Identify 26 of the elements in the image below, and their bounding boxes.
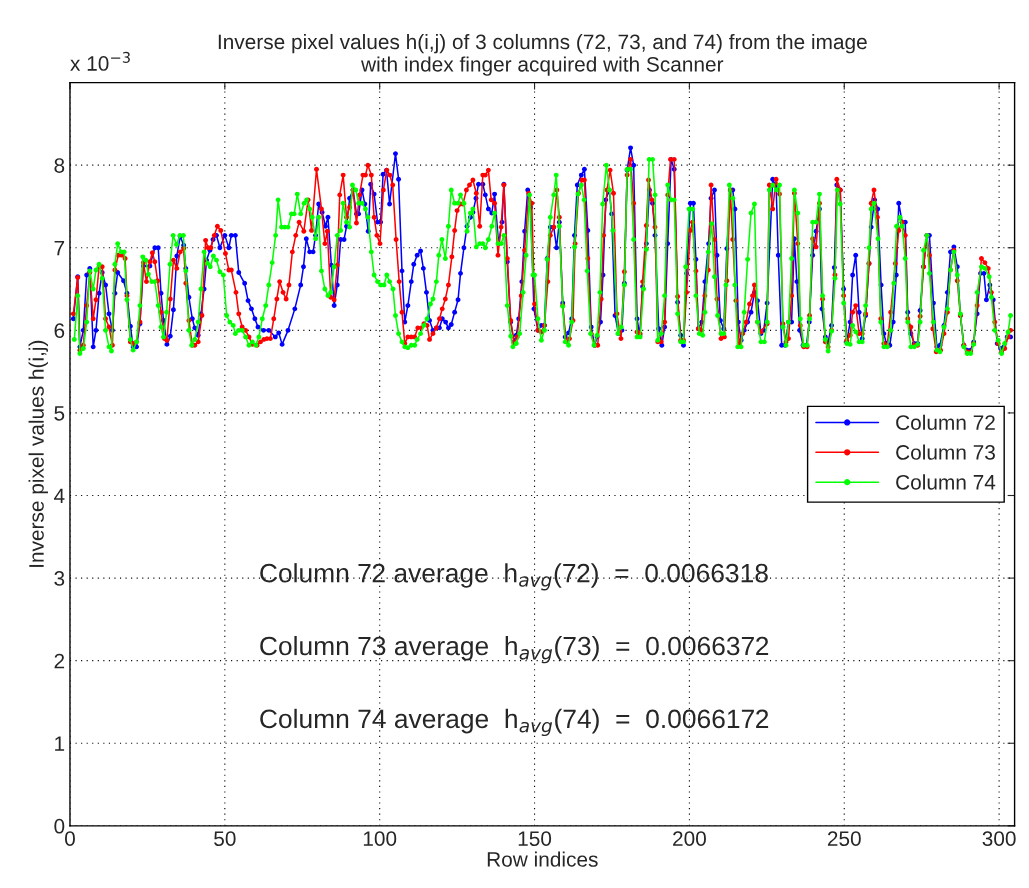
- x-axis-title: Row indices: [487, 851, 598, 867]
- legend-label: Column 73: [896, 444, 995, 460]
- x-tick-label: 250: [827, 831, 861, 846]
- y-tick-label: 7: [54, 240, 65, 256]
- annotation: Column 72 average h$_{avg}$(72) = 0.0066318: [260, 563, 768, 591]
- annotation: Column 73 average h$_{avg}$(73) = 0.0066372: [260, 635, 769, 664]
- y-axis-title: Inverse pixel values h(i,j): [28, 340, 48, 567]
- y-tick-label: 4: [54, 488, 65, 504]
- y-tick-label: 6: [54, 323, 65, 339]
- y-tick-label: 0: [54, 818, 65, 834]
- text: x 10$^{−3}$: [70, 51, 130, 71]
- legend-label: Column 72: [896, 414, 995, 430]
- x-tick-label: 0: [64, 831, 75, 846]
- y-tick-label: 3: [54, 571, 65, 586]
- x-tick-label: 200: [673, 831, 706, 846]
- x-tick-label: 50: [214, 831, 236, 846]
- x-tick-label: 300: [982, 831, 1016, 846]
- chart-title: Inverse pixel values h(i,j) of 3 columns (72, 73, and 74) from the image with index finger acquired with Scanner: [218, 33, 867, 76]
- annotation: Column 74 average h$_{avg}$(74) = 0.0066172: [260, 708, 769, 737]
- y-tick-label: 2: [54, 653, 65, 669]
- x-tick-label: 100: [363, 831, 397, 846]
- y-tick-label: 1: [55, 736, 65, 751]
- y-tick-label: 8: [54, 158, 65, 173]
- x-tick-label: 150: [518, 831, 552, 846]
- legend-label: Column 74: [896, 474, 996, 490]
- y-tick-label: 5: [54, 406, 65, 421]
